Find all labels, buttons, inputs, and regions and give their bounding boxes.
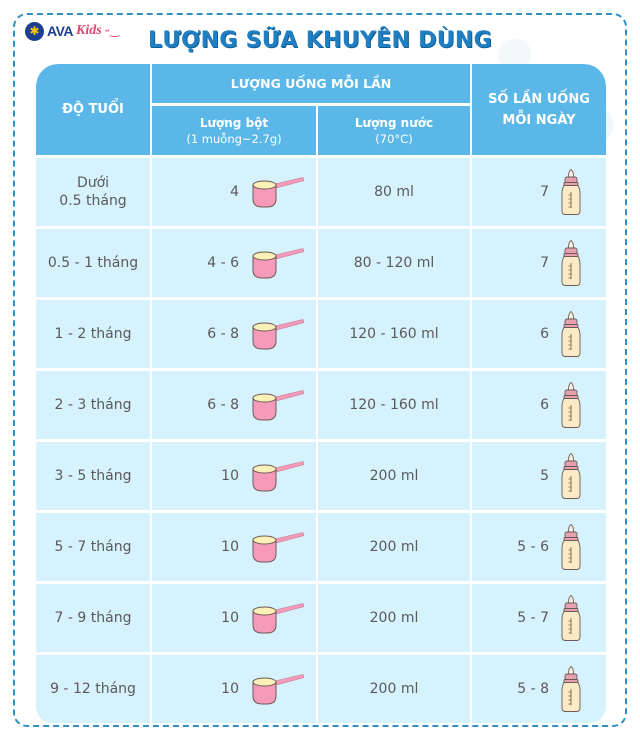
header-water-label: Lượng nước [354, 115, 434, 130]
feeds-per-day: 5 - 7 [517, 610, 549, 626]
cell-powder: 10 [152, 442, 316, 510]
cell-times: 5 - 8 [472, 655, 606, 723]
cell-water: 200 ml [318, 442, 470, 510]
age-line1: 7 - 9 tháng [54, 610, 132, 626]
cell-powder: 10 [152, 584, 316, 652]
header-times-per-day: SỐ LẦN UỐNG MỖI NGÀY [472, 64, 606, 155]
feeds-per-day: 5 - 6 [517, 539, 549, 555]
milk-scoop-icon [252, 674, 305, 705]
cell-water: 200 ml [318, 655, 470, 723]
cell-age: 3 - 5 tháng [36, 442, 150, 510]
age-line2: 0.5 tháng [59, 193, 127, 209]
header-times-line2: MỖI NGÀY [502, 112, 576, 128]
cell-times: 5 [472, 442, 606, 510]
header-powder-label: Lượng bột [199, 115, 269, 130]
milk-scoop-icon [252, 461, 305, 492]
cell-water: 200 ml [318, 584, 470, 652]
milk-scoop-icon [252, 390, 305, 421]
baby-bottle-icon [561, 168, 581, 215]
cell-water: 120 - 160 ml [318, 300, 470, 368]
header-powder-note: (1 muỗng~2.7g) [186, 131, 282, 146]
powder-scoops: 6 - 8 [207, 397, 239, 413]
feeding-table: ĐỘ TUỔI LƯỢNG UỐNG MỖI LẦN SỐ LẦN UỐNG M… [36, 64, 606, 723]
cell-powder: 6 - 8 [152, 300, 316, 368]
powder-scoops: 10 [221, 681, 239, 697]
feeds-per-day: 6 [540, 326, 549, 342]
powder-scoops: 10 [221, 539, 239, 555]
cell-powder: 10 [152, 513, 316, 581]
baby-bottle-icon [561, 381, 581, 428]
header-age: ĐỘ TUỔI [36, 64, 150, 155]
smile-icon: ᵕ‿ [104, 24, 120, 38]
header-water-note: (70°C) [375, 131, 413, 146]
header-amount-group: LƯỢNG UỐNG MỖI LẦN [152, 64, 470, 103]
age-line1: 0.5 - 1 tháng [47, 255, 139, 271]
feeds-per-day: 5 [540, 468, 549, 484]
cell-age: 5 - 7 tháng [36, 513, 150, 581]
baby-bottle-icon [561, 310, 581, 357]
powder-scoops: 4 - 6 [207, 255, 239, 271]
cell-age: 2 - 3 tháng [36, 371, 150, 439]
milk-scoop-icon [252, 177, 305, 208]
milk-scoop-icon [252, 248, 305, 279]
cell-age: 7 - 9 tháng [36, 584, 150, 652]
cell-water: 120 - 160 ml [318, 371, 470, 439]
age-line1: Dưới [76, 175, 110, 191]
feeds-per-day: 7 [540, 255, 549, 271]
brand-logo: ✱ AVA Kids ᵕ‿ [25, 20, 119, 42]
powder-scoops: 4 [230, 184, 239, 200]
age-line1: 1 - 2 tháng [54, 326, 132, 342]
baby-bottle-icon [561, 239, 581, 286]
cell-age: Dưới 0.5 tháng [36, 158, 150, 226]
cell-water: 80 - 120 ml [318, 229, 470, 297]
page-title: LƯỢNG SỮA KHUYÊN DÙNG [148, 28, 492, 53]
cell-age: 9 - 12 tháng [36, 655, 150, 723]
feeds-per-day: 7 [540, 184, 549, 200]
cell-powder: 10 [152, 655, 316, 723]
milk-scoop-icon [252, 319, 305, 350]
cell-age: 1 - 2 tháng [36, 300, 150, 368]
age-line1: 9 - 12 tháng [50, 681, 136, 697]
feeds-per-day: 5 - 8 [517, 681, 549, 697]
feeds-per-day: 6 [540, 397, 549, 413]
baby-bottle-icon [561, 523, 581, 570]
cell-times: 5 - 6 [472, 513, 606, 581]
cell-powder: 4 - 6 [152, 229, 316, 297]
baby-bottle-icon [561, 594, 581, 641]
header-water: Lượng nước (70°C) [318, 106, 470, 155]
powder-scoops: 10 [221, 610, 239, 626]
cell-water: 80 ml [318, 158, 470, 226]
cell-times: 7 [472, 229, 606, 297]
cell-times: 6 [472, 300, 606, 368]
age-line1: 5 - 7 tháng [54, 539, 132, 555]
header-powder: Lượng bột (1 muỗng~2.7g) [152, 106, 316, 155]
baby-bottle-icon [561, 665, 581, 712]
header-times-line1: SỐ LẦN UỐNG [488, 91, 590, 107]
cell-age: 0.5 - 1 tháng [36, 229, 150, 297]
running-kid-icon: ✱ [25, 21, 44, 41]
cell-times: 7 [472, 158, 606, 226]
logo-text-sub: Kids [75, 23, 102, 38]
milk-scoop-icon [252, 532, 305, 563]
age-line1: 3 - 5 tháng [54, 468, 132, 484]
age-line1: 2 - 3 tháng [54, 397, 132, 413]
cell-times: 6 [472, 371, 606, 439]
milk-scoop-icon [252, 603, 305, 634]
cell-times: 5 - 7 [472, 584, 606, 652]
powder-scoops: 6 - 8 [207, 326, 239, 342]
powder-scoops: 10 [221, 468, 239, 484]
cell-powder: 6 - 8 [152, 371, 316, 439]
cell-powder: 4 [152, 158, 316, 226]
baby-bottle-icon [561, 452, 581, 499]
cell-water: 200 ml [318, 513, 470, 581]
logo-text-main: AVA [47, 23, 73, 39]
